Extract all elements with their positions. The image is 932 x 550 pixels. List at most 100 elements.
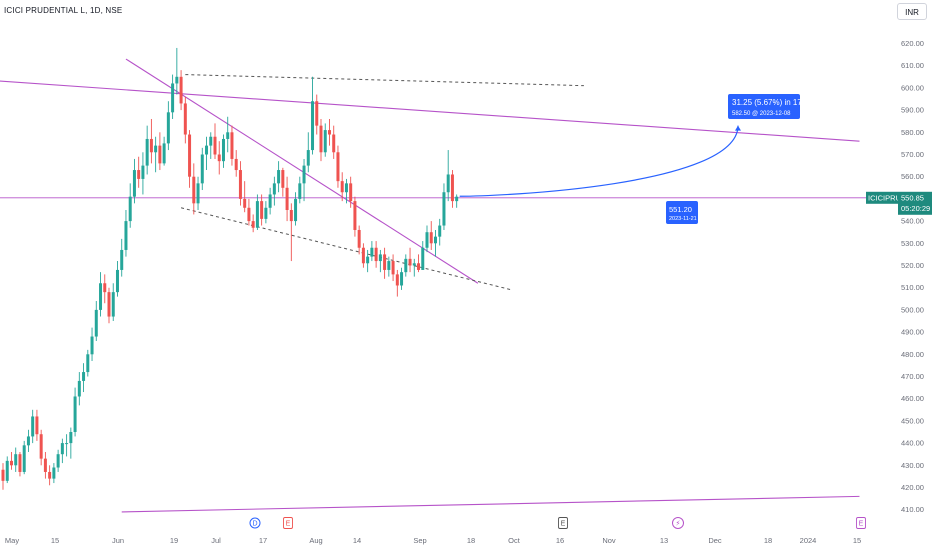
candle-body bbox=[251, 221, 255, 228]
earnings-icon bbox=[283, 517, 293, 529]
time-tick: 14 bbox=[353, 536, 361, 545]
candle-body bbox=[205, 145, 209, 155]
time-axis[interactable]: May 15 Jun 19 Jul 17 Aug 14 Sep 18 Oct 16 Nov 13 Dec 18… bbox=[5, 536, 861, 545]
candle-26 bbox=[111, 283, 115, 321]
candle-body bbox=[52, 467, 56, 479]
currency-button[interactable]: INR bbox=[897, 3, 927, 20]
candle-39 bbox=[166, 101, 170, 151]
candle-16 bbox=[69, 427, 73, 459]
countdown-text: 05:20:29 bbox=[901, 204, 930, 213]
symbol-badge bbox=[866, 191, 898, 204]
time-tick: 18 bbox=[764, 536, 772, 545]
candle-55 bbox=[234, 150, 238, 177]
candle-47 bbox=[200, 147, 204, 191]
candle-body bbox=[43, 458, 47, 472]
candle-20 bbox=[86, 349, 90, 377]
candle-76 bbox=[323, 123, 327, 157]
candle-86 bbox=[366, 249, 370, 273]
projection-arrowhead bbox=[735, 125, 741, 131]
candle-body bbox=[166, 112, 170, 144]
trendline-1 bbox=[125, 58, 479, 284]
time-tick: Nov bbox=[602, 536, 616, 545]
candle-58 bbox=[247, 198, 251, 226]
candle-body bbox=[417, 263, 421, 270]
candle-body bbox=[196, 183, 200, 204]
candle-body bbox=[162, 143, 166, 164]
candle-103 bbox=[438, 218, 442, 246]
candle-body bbox=[353, 201, 357, 230]
price-tick: 420.00 bbox=[901, 483, 924, 492]
projection-start-box bbox=[666, 201, 698, 224]
candle-body bbox=[175, 76, 179, 84]
candle-body bbox=[26, 436, 30, 446]
candle-0 bbox=[1, 463, 5, 490]
candle-body bbox=[438, 225, 442, 237]
candle-78 bbox=[332, 125, 336, 159]
candle-70 bbox=[298, 176, 302, 204]
candle-45 bbox=[192, 163, 196, 215]
candle-body bbox=[425, 232, 429, 248]
candle-body bbox=[442, 192, 446, 226]
candle-89 bbox=[378, 249, 382, 273]
candle-body bbox=[65, 443, 69, 445]
candle-99 bbox=[421, 241, 425, 270]
candle-body bbox=[158, 145, 162, 164]
candle-body bbox=[149, 138, 153, 153]
candle-8 bbox=[35, 409, 39, 441]
candle-50 bbox=[213, 123, 217, 159]
candle-body bbox=[86, 354, 90, 373]
candle-60 bbox=[255, 194, 259, 230]
candle-body bbox=[374, 247, 378, 262]
candle-body bbox=[35, 416, 39, 435]
candle-body bbox=[255, 201, 259, 228]
candle-body bbox=[327, 130, 331, 135]
candle-29 bbox=[124, 210, 128, 257]
candle-27 bbox=[115, 261, 119, 297]
candle-9 bbox=[39, 429, 43, 466]
candle-59 bbox=[251, 214, 255, 233]
candle-body bbox=[1, 469, 5, 481]
candle-49 bbox=[209, 132, 213, 159]
candle-body bbox=[311, 101, 315, 151]
candle-body bbox=[22, 445, 26, 472]
candle-body bbox=[247, 207, 251, 222]
candle-body bbox=[124, 221, 128, 250]
candle-body bbox=[315, 101, 319, 126]
candle-body bbox=[192, 176, 196, 204]
candle-21 bbox=[90, 327, 94, 361]
time-tick: Jun bbox=[112, 536, 124, 545]
price-tick: 430.00 bbox=[901, 461, 924, 470]
candle-body bbox=[141, 165, 145, 179]
candle-body bbox=[238, 170, 242, 199]
candle-90 bbox=[383, 247, 387, 279]
candle-body bbox=[99, 283, 103, 310]
dividend-icon bbox=[249, 517, 261, 529]
symbol-title: ICICI PRUDENTIAL L, 1D, NSE bbox=[4, 6, 123, 15]
candle-30 bbox=[128, 183, 132, 228]
candle-body bbox=[446, 174, 450, 193]
price-tick: 560.00 bbox=[901, 172, 924, 181]
price-axis[interactable]: 410.00 420.00 430.00 440.00 450.00 460.00 470.… bbox=[901, 39, 924, 514]
candle-body bbox=[103, 283, 107, 293]
candle-body bbox=[268, 194, 272, 208]
candle-body bbox=[73, 396, 77, 432]
symbol-badge-text: ICICIPRULI bbox=[868, 193, 907, 202]
projection-start-date: 2023-11-21 bbox=[669, 216, 697, 222]
candle-body bbox=[154, 145, 158, 153]
candle-92 bbox=[391, 254, 395, 282]
candle-body bbox=[450, 174, 454, 202]
candle-body bbox=[408, 258, 412, 266]
price-tick: 440.00 bbox=[901, 439, 924, 448]
candle-body bbox=[302, 165, 306, 184]
candle-body bbox=[387, 261, 391, 270]
candle-98 bbox=[417, 254, 421, 273]
candle-107 bbox=[455, 194, 459, 208]
candle-104 bbox=[442, 183, 446, 230]
candle-101 bbox=[429, 221, 433, 250]
candle-7 bbox=[31, 409, 35, 444]
price-tick: 590.00 bbox=[901, 106, 924, 115]
time-tick: 15 bbox=[853, 536, 861, 545]
candle-83 bbox=[353, 196, 357, 237]
split-label: ⚡ bbox=[676, 520, 681, 528]
